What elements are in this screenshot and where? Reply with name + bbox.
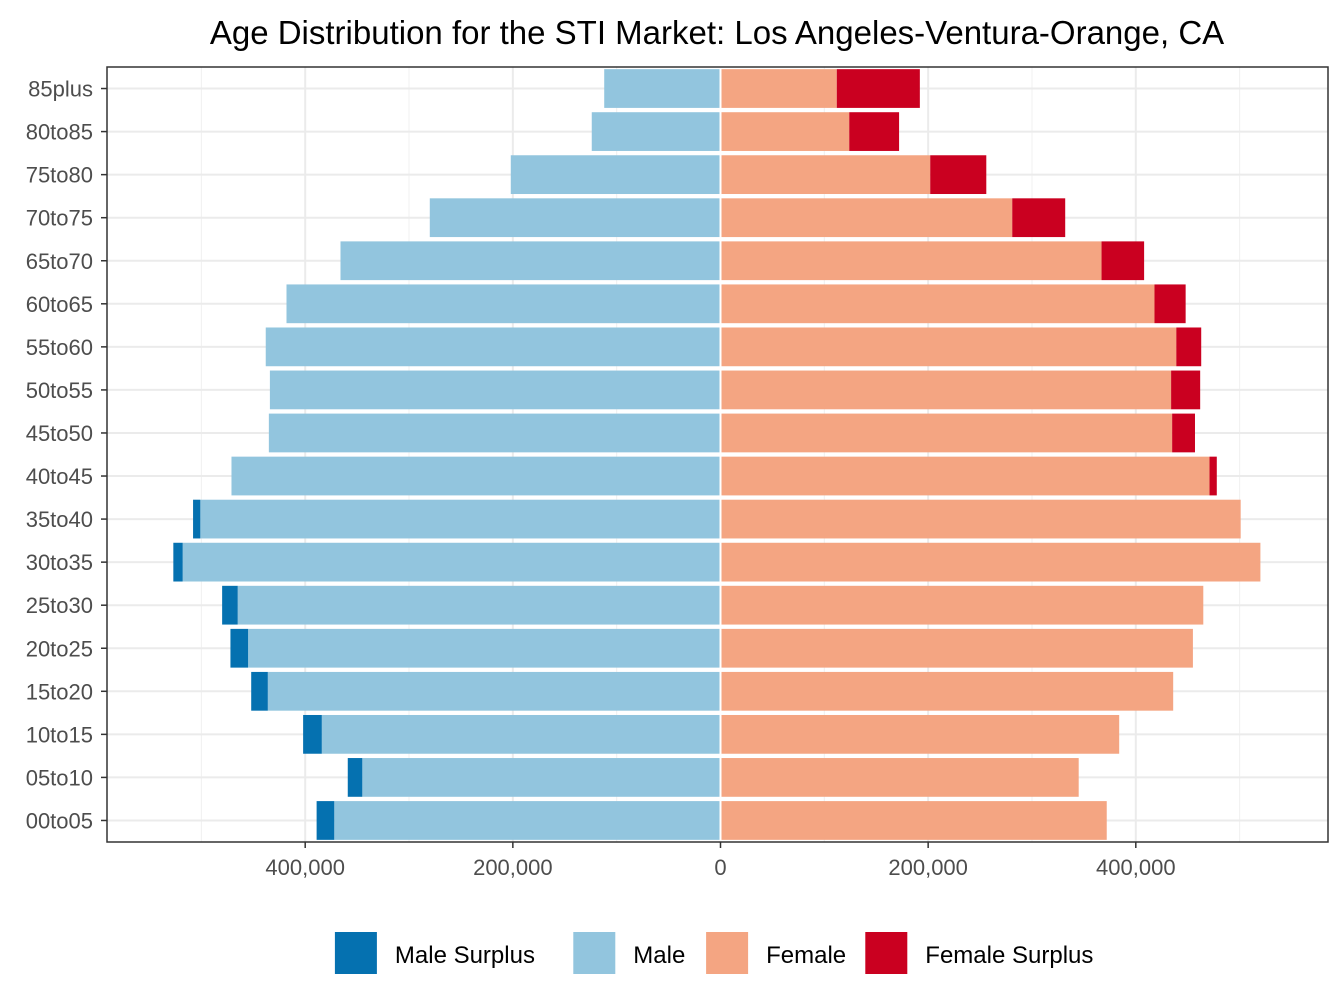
bar-female-55to60 bbox=[720, 327, 1177, 367]
bar-male-surplus-15to20 bbox=[251, 671, 268, 711]
legend: Male Surplus Male Female Female Surplus bbox=[334, 932, 1093, 974]
x-tick-label: 200,000 bbox=[888, 855, 968, 880]
y-tick-label: 55to60 bbox=[26, 335, 93, 360]
legend-swatch bbox=[573, 932, 616, 974]
x-tick-label: 0 bbox=[714, 855, 726, 880]
y-tick-label: 80to85 bbox=[26, 120, 93, 145]
legend-label: Female bbox=[766, 942, 846, 969]
legend-label: Male bbox=[633, 942, 685, 969]
legend-swatch bbox=[706, 932, 749, 974]
bar-female-35to40 bbox=[720, 499, 1241, 539]
bar-female-15to20 bbox=[720, 671, 1174, 711]
bar-male-surplus-25to30 bbox=[222, 585, 238, 625]
x-tick-label: 400,000 bbox=[265, 855, 345, 880]
y-tick-label: 30to35 bbox=[26, 550, 93, 575]
bar-female-50to55 bbox=[720, 370, 1172, 410]
bar-male-surplus-10to15 bbox=[303, 714, 322, 754]
bar-male-35to40 bbox=[200, 499, 721, 539]
bar-male-85plus bbox=[604, 69, 721, 108]
legend-swatch bbox=[865, 932, 908, 974]
bar-male-surplus-05to10 bbox=[347, 758, 363, 797]
bar-female-85plus bbox=[720, 69, 837, 108]
y-tick-label: 35to40 bbox=[26, 507, 93, 532]
y-tick-label: 60to65 bbox=[26, 292, 93, 317]
bar-female-00to05 bbox=[720, 801, 1107, 840]
bar-male-05to10 bbox=[362, 758, 721, 797]
bar-female-surplus-55to60 bbox=[1176, 327, 1202, 367]
bar-male-surplus-00to05 bbox=[316, 801, 335, 840]
y-tick-label: 10to15 bbox=[26, 722, 93, 747]
bar-female-45to50 bbox=[720, 413, 1173, 453]
y-tick-label: 20to25 bbox=[26, 636, 93, 661]
y-tick-label: 00to05 bbox=[26, 808, 93, 833]
y-tick-label: 05to10 bbox=[26, 765, 93, 790]
bar-female-70to75 bbox=[720, 198, 1013, 238]
bar-female-surplus-40to45 bbox=[1209, 456, 1217, 496]
bar-male-25to30 bbox=[237, 585, 721, 625]
legend-swatch bbox=[334, 932, 377, 974]
chart-title: Age Distribution for the STI Market: Los… bbox=[210, 14, 1224, 51]
bar-female-30to35 bbox=[720, 542, 1261, 582]
bar-male-40to45 bbox=[231, 456, 721, 496]
bar-female-surplus-80to85 bbox=[849, 112, 900, 151]
bar-female-surplus-45to50 bbox=[1172, 413, 1195, 453]
bar-male-surplus-20to25 bbox=[230, 628, 249, 668]
bar-female-surplus-85plus bbox=[836, 69, 920, 108]
y-tick-label: 45to50 bbox=[26, 421, 93, 446]
bar-female-65to70 bbox=[720, 241, 1102, 281]
bar-male-surplus-35to40 bbox=[193, 499, 201, 539]
y-tick-label: 15to20 bbox=[26, 679, 93, 704]
x-tick-label: 200,000 bbox=[473, 855, 553, 880]
bar-female-05to10 bbox=[720, 758, 1079, 797]
y-tick-label: 50to55 bbox=[26, 378, 93, 403]
bar-female-surplus-50to55 bbox=[1171, 370, 1201, 410]
bar-female-40to45 bbox=[720, 456, 1210, 496]
bar-female-surplus-70to75 bbox=[1012, 198, 1066, 238]
bar-male-15to20 bbox=[267, 671, 721, 711]
bar-female-60to65 bbox=[720, 284, 1155, 324]
bar-female-75to80 bbox=[720, 155, 931, 195]
bar-male-10to15 bbox=[321, 714, 721, 754]
y-tick-label: 25to30 bbox=[26, 593, 93, 618]
bar-female-10to15 bbox=[720, 714, 1120, 754]
bar-female-20to25 bbox=[720, 628, 1193, 668]
legend-label: Male Surplus bbox=[395, 942, 535, 969]
bar-female-surplus-60to65 bbox=[1154, 284, 1186, 324]
y-tick-label: 70to75 bbox=[26, 206, 93, 231]
x-tick-label: 400,000 bbox=[1096, 855, 1176, 880]
bar-male-55to60 bbox=[265, 327, 721, 367]
bar-male-60to65 bbox=[286, 284, 721, 324]
y-tick-label: 65to70 bbox=[26, 249, 93, 274]
y-tick-label: 40to45 bbox=[26, 464, 93, 489]
bar-female-surplus-65to70 bbox=[1101, 241, 1145, 281]
y-tick-label: 85plus bbox=[28, 77, 93, 102]
bar-female-surplus-75to80 bbox=[930, 155, 987, 195]
bar-male-80to85 bbox=[591, 112, 721, 151]
plot-area: 00to05 05to10 10to15 15to20 20to25 25to30 30to… bbox=[26, 66, 1329, 880]
bar-male-45to50 bbox=[268, 413, 721, 453]
legend-label: Female Surplus bbox=[925, 942, 1093, 969]
bar-male-75to80 bbox=[510, 155, 721, 195]
bar-male-65to70 bbox=[340, 241, 721, 281]
y-tick-label: 75to80 bbox=[26, 163, 93, 188]
panel-border bbox=[106, 66, 1329, 843]
bar-male-50to55 bbox=[269, 370, 721, 410]
bar-male-30to35 bbox=[182, 542, 721, 582]
bar-male-20to25 bbox=[248, 628, 721, 668]
bar-male-00to05 bbox=[334, 801, 721, 840]
bar-male-surplus-30to35 bbox=[173, 542, 183, 582]
bar-female-25to30 bbox=[720, 585, 1204, 625]
bar-female-80to85 bbox=[720, 112, 850, 151]
bar-male-70to75 bbox=[429, 198, 721, 238]
